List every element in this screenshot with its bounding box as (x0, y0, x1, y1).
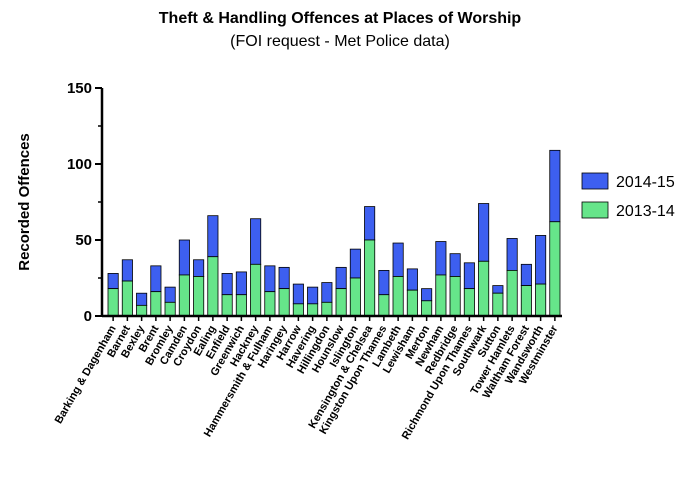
bar-2013-14 (278, 288, 290, 317)
bar-2014-15 (250, 218, 262, 265)
chart-title: Theft & Handling Offences at Places of W… (158, 10, 522, 27)
bar-2013-14 (335, 288, 347, 317)
bar-2014-15 (150, 265, 162, 293)
y-tick-label: 150 (67, 80, 92, 97)
bar-2014-15 (136, 292, 148, 306)
bar-2014-15 (221, 273, 233, 296)
bar-2013-14 (264, 291, 276, 317)
bar-2014-15 (449, 253, 461, 277)
bar-2014-15 (549, 149, 561, 223)
bar-2014-15 (121, 259, 133, 282)
bar-2014-15 (264, 265, 276, 293)
bar-2013-14 (435, 274, 447, 317)
bar-2014-15 (535, 235, 547, 285)
bar-2014-15 (478, 203, 490, 262)
bar-2013-14 (207, 256, 219, 317)
bar-2013-14 (378, 294, 390, 317)
bar-2014-15 (235, 271, 247, 296)
bar-2013-14 (449, 276, 461, 317)
bar-2013-14 (136, 304, 148, 317)
bar-2014-15 (349, 248, 361, 279)
bar-2014-15 (335, 266, 347, 290)
bar-2014-15 (492, 285, 504, 294)
bar-2014-15 (406, 268, 418, 291)
bar-2013-14 (178, 274, 190, 317)
bar-2013-14 (463, 288, 475, 317)
legend-swatch (581, 201, 609, 219)
bar-2013-14 (421, 300, 433, 317)
bar-2014-15 (378, 269, 390, 296)
bar-2013-14 (492, 292, 504, 317)
bar-2014-15 (463, 262, 475, 290)
bar-2014-15 (307, 286, 319, 305)
y-tick-label: 50 (75, 232, 92, 249)
chart-subtitle: (FOI request - Met Police data) (230, 33, 450, 50)
bar-2013-14 (107, 288, 119, 317)
bar-2014-15 (107, 273, 119, 290)
bar-2013-14 (193, 276, 205, 317)
bar-2013-14 (520, 285, 532, 317)
bar-2013-14 (250, 263, 262, 317)
bar-2013-14 (150, 291, 162, 317)
bar-2014-15 (364, 206, 376, 241)
bar-2013-14 (235, 294, 247, 317)
bar-2014-15 (207, 215, 219, 258)
bar-2013-14 (121, 280, 133, 317)
bar-2014-15 (292, 283, 304, 305)
bar-2014-15 (193, 259, 205, 277)
bar-2013-14 (535, 283, 547, 317)
bar-2013-14 (478, 260, 490, 317)
legend-label: 2014-15 (616, 174, 675, 191)
bar-2013-14 (406, 289, 418, 317)
y-tick-label: 100 (67, 156, 92, 173)
bar-2013-14 (349, 277, 361, 317)
legend-label: 2013-14 (616, 203, 675, 220)
bar-2014-15 (506, 238, 518, 271)
bar-2014-15 (164, 286, 176, 303)
bar-2013-14 (549, 221, 561, 317)
x-tick-label: Barking & Dagenham (53, 323, 119, 426)
y-axis-label: Recorded Offences (16, 133, 33, 271)
bar-2014-15 (520, 263, 532, 287)
bar-2014-15 (278, 266, 290, 290)
bar-2013-14 (164, 301, 176, 317)
bar-2013-14 (292, 303, 304, 317)
bar-2013-14 (506, 269, 518, 317)
bar-2013-14 (364, 239, 376, 317)
bar-2013-14 (221, 294, 233, 317)
bar-2013-14 (321, 301, 333, 317)
bar-2014-15 (421, 288, 433, 302)
bar-2013-14 (392, 276, 404, 317)
bar-2014-15 (392, 242, 404, 277)
legend-swatch (581, 172, 609, 190)
bar-2014-15 (321, 282, 333, 303)
bar-2013-14 (307, 303, 319, 317)
bar-2014-15 (435, 241, 447, 276)
bar-2014-15 (178, 239, 190, 276)
y-tick-label: 0 (84, 308, 92, 325)
